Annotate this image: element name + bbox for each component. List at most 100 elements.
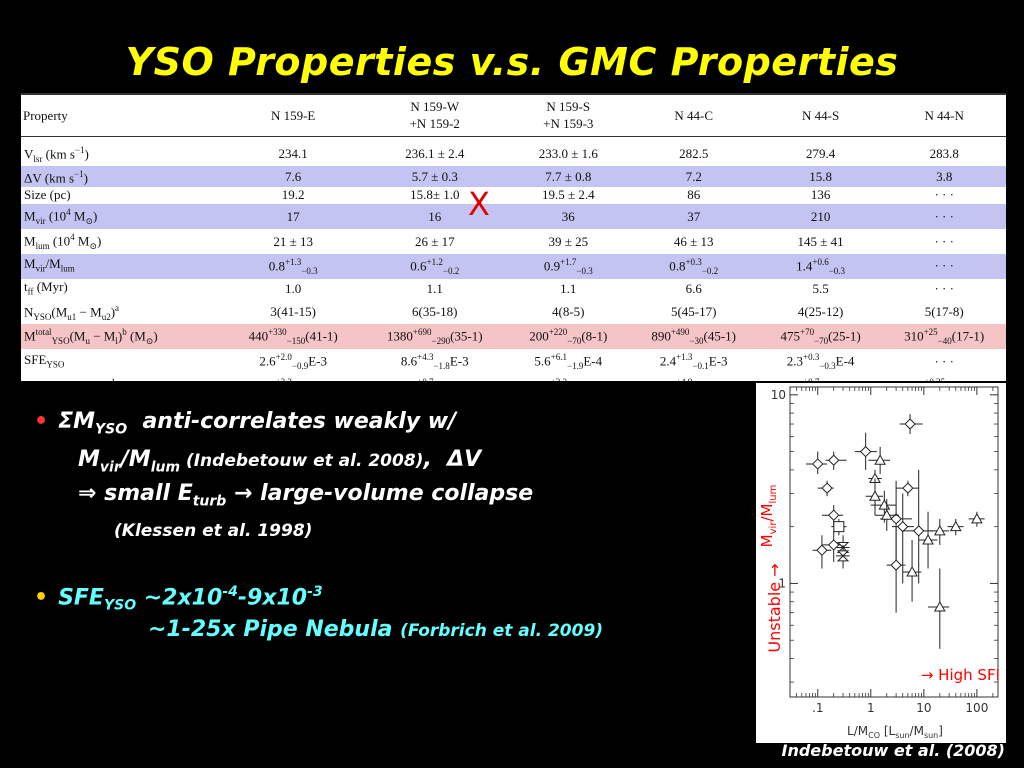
- slide-title: YSO Properties v.s. GMC Properties: [125, 40, 899, 84]
- data-point-triangle: [868, 446, 890, 475]
- right-arrow-icon: →: [226, 481, 261, 506]
- triangle-marker-icon: [869, 490, 881, 501]
- table-cell: 1380+690−290(35-1): [361, 324, 508, 350]
- column-header-region: N 44-N: [882, 93, 1006, 137]
- table-cell: 236.1 ± 2.4: [405, 145, 465, 161]
- table-cell: 6.6: [685, 281, 702, 297]
- table-cell: 7.2: [628, 166, 759, 187]
- table-cell: 145 ± 41: [797, 233, 844, 249]
- data-point-hourglass: [835, 544, 850, 569]
- table-cell: 0.8+1.3−0.3: [224, 253, 362, 279]
- table-cell: 1.4+0.7−0.3E-3: [362, 374, 508, 381]
- y-tick-label: 10: [771, 388, 786, 402]
- header-line-1: N 44-C: [674, 107, 714, 123]
- table-cell: 0.9+1.7−0.3: [507, 253, 629, 279]
- data-point-triangle: [928, 568, 950, 649]
- yso-subscript: YSO: [103, 597, 137, 614]
- table-cell: 36: [507, 204, 629, 230]
- table-cell: 1.1: [426, 281, 443, 297]
- m-symbol: M: [78, 447, 100, 472]
- diamond-marker-icon: [812, 458, 824, 470]
- table-cell: 15.8: [758, 166, 883, 187]
- table-cell: 5(17-8): [924, 303, 964, 319]
- diamond-marker-icon: [890, 559, 902, 571]
- row-parameter-label: Mlum (104 M⊙): [24, 232, 102, 251]
- pipe-nebula-text: ~1-25x Pipe Nebula: [148, 617, 401, 642]
- ylabel-m: M: [758, 534, 776, 547]
- diamond-marker-icon: [828, 539, 840, 551]
- xlabel-lm: L/M: [847, 724, 868, 738]
- table-cell: 16: [361, 204, 508, 230]
- diamond-marker-icon: [904, 418, 916, 430]
- bullet-1-line-3: ⇒ small Eturb → large-volume collapse: [78, 480, 533, 515]
- data-point-diamond: [817, 480, 834, 497]
- table-row: Mvir (104 M⊙) 17 16 36 37 210 · · ·: [21, 204, 1006, 230]
- table-cell: 136: [810, 187, 831, 203]
- table-cell: 7.6: [224, 166, 362, 187]
- reference-klessen: (Klessen et al. 1998): [114, 521, 313, 541]
- header-line-1: N 44-N: [924, 107, 964, 123]
- data-point-triangle: [947, 518, 964, 536]
- row-parameter-label: Mvir (104 M⊙): [21, 204, 225, 230]
- bullet-1-text: anti-correlates weakly w/: [127, 409, 457, 434]
- table-body: Vlsr (km s−1) 234.1 236.1 ± 2.4 233.0 ± 1.6…: [21, 136, 1006, 381]
- ylabel-sub-vir: vir: [768, 521, 779, 535]
- table-cell: 3.8: [882, 166, 1006, 187]
- data-point-diamond: [891, 493, 914, 584]
- table-cell: 310+25−40(17-1): [882, 324, 1006, 350]
- red-x-marker: X: [468, 185, 490, 223]
- delta-v-text: , ΔV: [423, 447, 482, 472]
- exponent-2: -3: [307, 584, 323, 600]
- collapse-text: large-volume collapse: [260, 481, 534, 506]
- yso-subscript: YSO: [95, 421, 128, 438]
- table-row: tff (Myr) 1.0 1.1 1.1 6.6 5.5 · · ·: [21, 279, 1006, 300]
- x-tick-label: 1: [867, 701, 875, 715]
- table-cell: 4.8+0.7−0.7E-4: [759, 374, 883, 381]
- table-cell: 19.5 ± 2.4: [541, 187, 595, 203]
- square-marker-icon: [833, 521, 845, 533]
- data-point-triangle: [902, 539, 922, 602]
- table-row: ΔV (km s−1) 7.6 5.7 ± 0.3 7.7 ± 0.8 7.2 15.8 3…: [21, 166, 1006, 187]
- bullet-marker: •: [34, 409, 49, 434]
- lum-subscript: lum: [150, 459, 181, 476]
- vir-subscript: vir: [99, 459, 121, 476]
- turb-subscript: turb: [192, 493, 227, 510]
- data-point-diamond: [825, 451, 847, 470]
- sigma-symbol: Σ: [58, 409, 74, 434]
- bullet-1-line-1: • ΣMYSO anti-correlates weakly w/: [34, 408, 456, 443]
- table-cell: 279.4: [805, 145, 836, 161]
- table-cell: 86: [687, 187, 701, 203]
- diamond-marker-icon: [859, 445, 872, 458]
- diamond-marker-icon: [821, 482, 833, 494]
- table-cell: 39 ± 25: [548, 233, 589, 249]
- table-cell: 26 ± 17: [414, 233, 455, 249]
- data-point-triangle: [968, 511, 985, 527]
- bullet-2-line-1: • SFEYSO ~2x10-4-9x10-3: [34, 578, 323, 620]
- table-cell: 4.4+3.3−1.5E-4: [225, 374, 362, 381]
- table-cell: · · ·: [934, 233, 954, 249]
- data-point-diamond: [812, 535, 832, 569]
- triangle-marker-icon: [874, 454, 886, 465]
- bullet-marker: •: [34, 585, 49, 611]
- header-line-2: +N 159-2: [409, 116, 460, 132]
- table-cell: 4(8-5): [552, 303, 585, 319]
- sfe-text: SFE: [58, 585, 104, 611]
- high-sfi-label: → High SFI: [921, 666, 1000, 684]
- table-cell: 200+220−70(8-1): [507, 324, 629, 350]
- table-cell: 19.2: [281, 187, 305, 203]
- x-tick-label: .1: [812, 701, 823, 715]
- triangle-marker-icon: [933, 600, 946, 612]
- xlabel-units: [L: [880, 724, 895, 738]
- column-header-property: Property: [21, 93, 225, 137]
- table-cell: 475+70−70(25-1): [758, 324, 883, 350]
- data-point-triangle: [918, 511, 938, 569]
- ylabel-slash: /M: [758, 504, 776, 522]
- column-header-region: N 44-C: [628, 93, 759, 137]
- table-row: Vlsr (km s−1) 234.1 236.1 ± 2.4 233.0 ± 1.6…: [21, 136, 1006, 166]
- x-axis-label: L/MCO [Lsun/Msun]: [847, 724, 943, 740]
- table-row: NYSO(Mu1 − Mu2)a 3(41-15) 6(35-18) 4(8-5) 5(…: [21, 300, 1006, 325]
- table-cell: 2.6+2.0−0.9E-3: [259, 352, 328, 372]
- table-cell: 282.5: [679, 145, 709, 161]
- small-e-text: small E: [96, 481, 193, 506]
- data-point-diamond: [805, 451, 828, 475]
